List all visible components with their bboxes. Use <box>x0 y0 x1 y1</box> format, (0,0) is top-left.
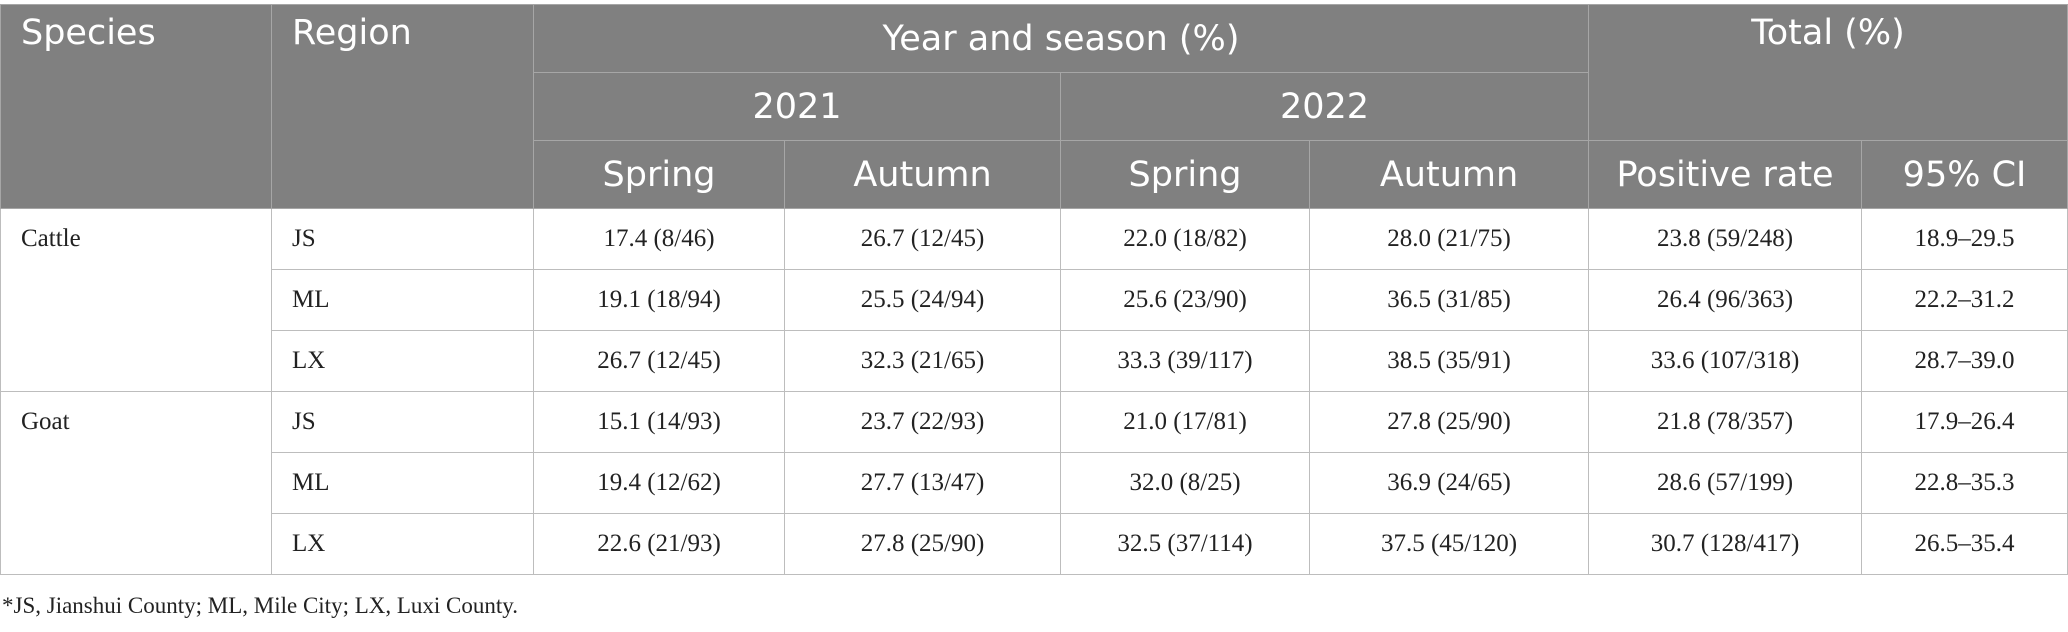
autumn-2021-cell: 23.7 (22/93) <box>784 391 1061 453</box>
positive-rate-cell: 30.7 (128/417) <box>1588 513 1863 575</box>
spring-2022-cell: 25.6 (23/90) <box>1060 269 1310 331</box>
header-year-2022: 2022 <box>1059 72 1590 141</box>
prevalence-table-container: Species Region Year and season (%) Total… <box>0 4 2068 575</box>
header-region: Region <box>271 4 534 209</box>
header-year-season: Year and season (%) <box>532 4 1590 73</box>
species-cell-cattle: Cattle <box>0 208 272 392</box>
region-cell: ML <box>271 269 534 331</box>
header-spring-2021: Spring <box>533 140 785 209</box>
ci-cell: 26.5–35.4 <box>1861 513 2068 575</box>
table-row: LX 26.7 (12/45) 32.3 (21/65) 33.3 (39/11… <box>1 330 2068 392</box>
spring-2022-cell: 33.3 (39/117) <box>1060 330 1310 392</box>
spring-2021-cell: 17.4 (8/46) <box>533 208 785 270</box>
positive-rate-cell: 21.8 (78/357) <box>1588 391 1863 453</box>
table-body: Cattle JS 17.4 (8/46) 26.7 (12/45) 22.0 … <box>0 208 2068 575</box>
autumn-2022-cell: 37.5 (45/120) <box>1308 513 1590 575</box>
autumn-2022-cell: 38.5 (35/91) <box>1308 330 1590 392</box>
autumn-2021-cell: 32.3 (21/65) <box>784 330 1061 392</box>
header-autumn-2022: Autumn <box>1308 140 1590 209</box>
ci-cell: 17.9–26.4 <box>1861 391 2068 453</box>
spring-2021-cell: 19.4 (12/62) <box>533 452 785 514</box>
table-footnote: *JS, Jianshui County; ML, Mile City; LX,… <box>2 593 519 618</box>
spring-2022-cell: 32.5 (37/114) <box>1060 513 1310 575</box>
spring-2021-cell: 19.1 (18/94) <box>533 269 785 331</box>
table-row: Goat JS 15.1 (14/93) 23.7 (22/93) 21.0 (… <box>0 391 2068 575</box>
table-row: ML 19.1 (18/94) 25.5 (24/94) 25.6 (23/90… <box>1 269 2068 331</box>
autumn-2022-cell: 36.9 (24/65) <box>1308 452 1590 514</box>
positive-rate-cell: 26.4 (96/363) <box>1588 269 1863 331</box>
positive-rate-cell: 28.6 (57/199) <box>1588 452 1863 514</box>
table-row: LX 22.6 (21/93) 27.8 (25/90) 32.5 (37/11… <box>1 513 2068 575</box>
spring-2021-cell: 22.6 (21/93) <box>533 513 785 575</box>
positive-rate-cell: 23.8 (59/248) <box>1588 208 1863 270</box>
positive-rate-cell: 33.6 (107/318) <box>1588 330 1863 392</box>
header-spring-2022: Spring <box>1060 140 1310 209</box>
table-row: Cattle JS 17.4 (8/46) 26.7 (12/45) 22.0 … <box>0 208 2068 392</box>
table-header: Species Region Year and season (%) Total… <box>0 4 2068 209</box>
header-positive-rate: Positive rate <box>1588 140 1863 209</box>
spring-2022-cell: 21.0 (17/81) <box>1060 391 1310 453</box>
species-cell-goat: Goat <box>0 391 272 575</box>
ci-cell: 18.9–29.5 <box>1861 208 2068 270</box>
autumn-2021-cell: 27.7 (13/47) <box>784 452 1061 514</box>
header-autumn-2021: Autumn <box>784 140 1061 209</box>
region-cell: JS <box>271 208 534 270</box>
region-cell: LX <box>271 513 534 575</box>
ci-cell: 22.8–35.3 <box>1861 452 2068 514</box>
header-species: Species <box>0 4 272 209</box>
spring-2021-cell: 15.1 (14/93) <box>533 391 785 453</box>
autumn-2022-cell: 36.5 (31/85) <box>1308 269 1590 331</box>
region-cell: JS <box>271 391 534 453</box>
ci-cell: 22.2–31.2 <box>1861 269 2068 331</box>
spring-2021-cell: 26.7 (12/45) <box>533 330 785 392</box>
autumn-2022-cell: 27.8 (25/90) <box>1308 391 1590 453</box>
autumn-2021-cell: 27.8 (25/90) <box>784 513 1061 575</box>
header-year-2021: 2021 <box>533 72 1061 141</box>
header-ci: 95% CI <box>1861 140 2068 209</box>
spring-2022-cell: 22.0 (18/82) <box>1060 208 1310 270</box>
autumn-2022-cell: 28.0 (21/75) <box>1308 208 1590 270</box>
prevalence-table: Species Region Year and season (%) Total… <box>0 4 2068 575</box>
autumn-2021-cell: 26.7 (12/45) <box>784 208 1061 270</box>
autumn-2021-cell: 25.5 (24/94) <box>784 269 1061 331</box>
region-cell: ML <box>271 452 534 514</box>
spring-2022-cell: 32.0 (8/25) <box>1060 452 1310 514</box>
region-cell: LX <box>271 330 534 392</box>
ci-cell: 28.7–39.0 <box>1861 330 2068 392</box>
table-row: ML 19.4 (12/62) 27.7 (13/47) 32.0 (8/25)… <box>1 452 2068 514</box>
header-total: Total (%) <box>1588 4 2068 141</box>
